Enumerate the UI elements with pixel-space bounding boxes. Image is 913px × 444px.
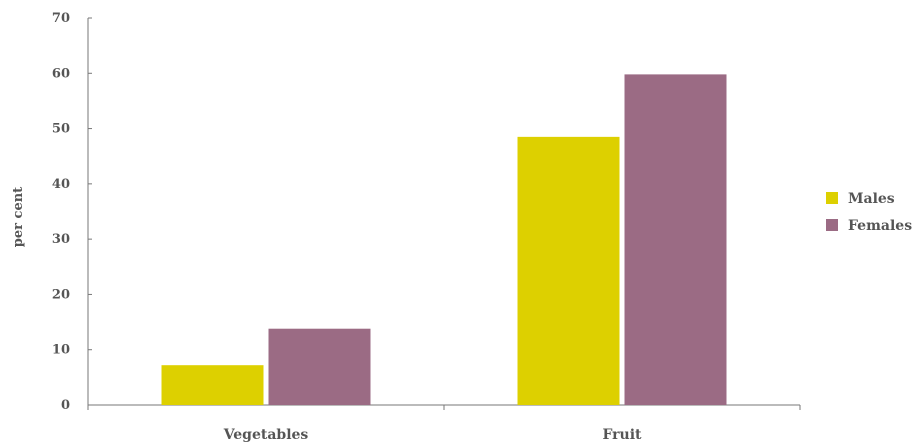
x-category-label: Fruit [602,427,642,443]
y-tick-label: 60 [52,66,70,81]
legend-label-males: Males [848,191,895,207]
y-tick-label: 10 [52,343,70,358]
legend-swatch-females [826,219,838,231]
legend-swatch-males [826,192,838,204]
y-tick-label: 20 [52,287,70,302]
legend-label-females: Females [848,218,912,234]
bars [161,74,727,406]
y-tick-label: 30 [52,232,70,247]
y-tick-label: 50 [52,122,70,137]
bar-males-vegetables [161,365,264,405]
bar-males-fruit [517,136,620,405]
y-tick-label: 70 [52,11,70,26]
y-axis: 0 10 20 30 40 50 60 70 [52,11,92,413]
y-tick-label: 40 [52,177,70,192]
x-axis: Vegetables Fruit [87,404,801,443]
bar-females-fruit [624,74,727,406]
y-axis-title: per cent [11,187,26,247]
y-axis-title-group: per cent [11,187,26,247]
legend: Males Females [826,191,912,234]
y-tick-label: 0 [61,398,70,413]
x-category-label: Vegetables [223,427,309,443]
bar-females-vegetables [268,328,371,405]
